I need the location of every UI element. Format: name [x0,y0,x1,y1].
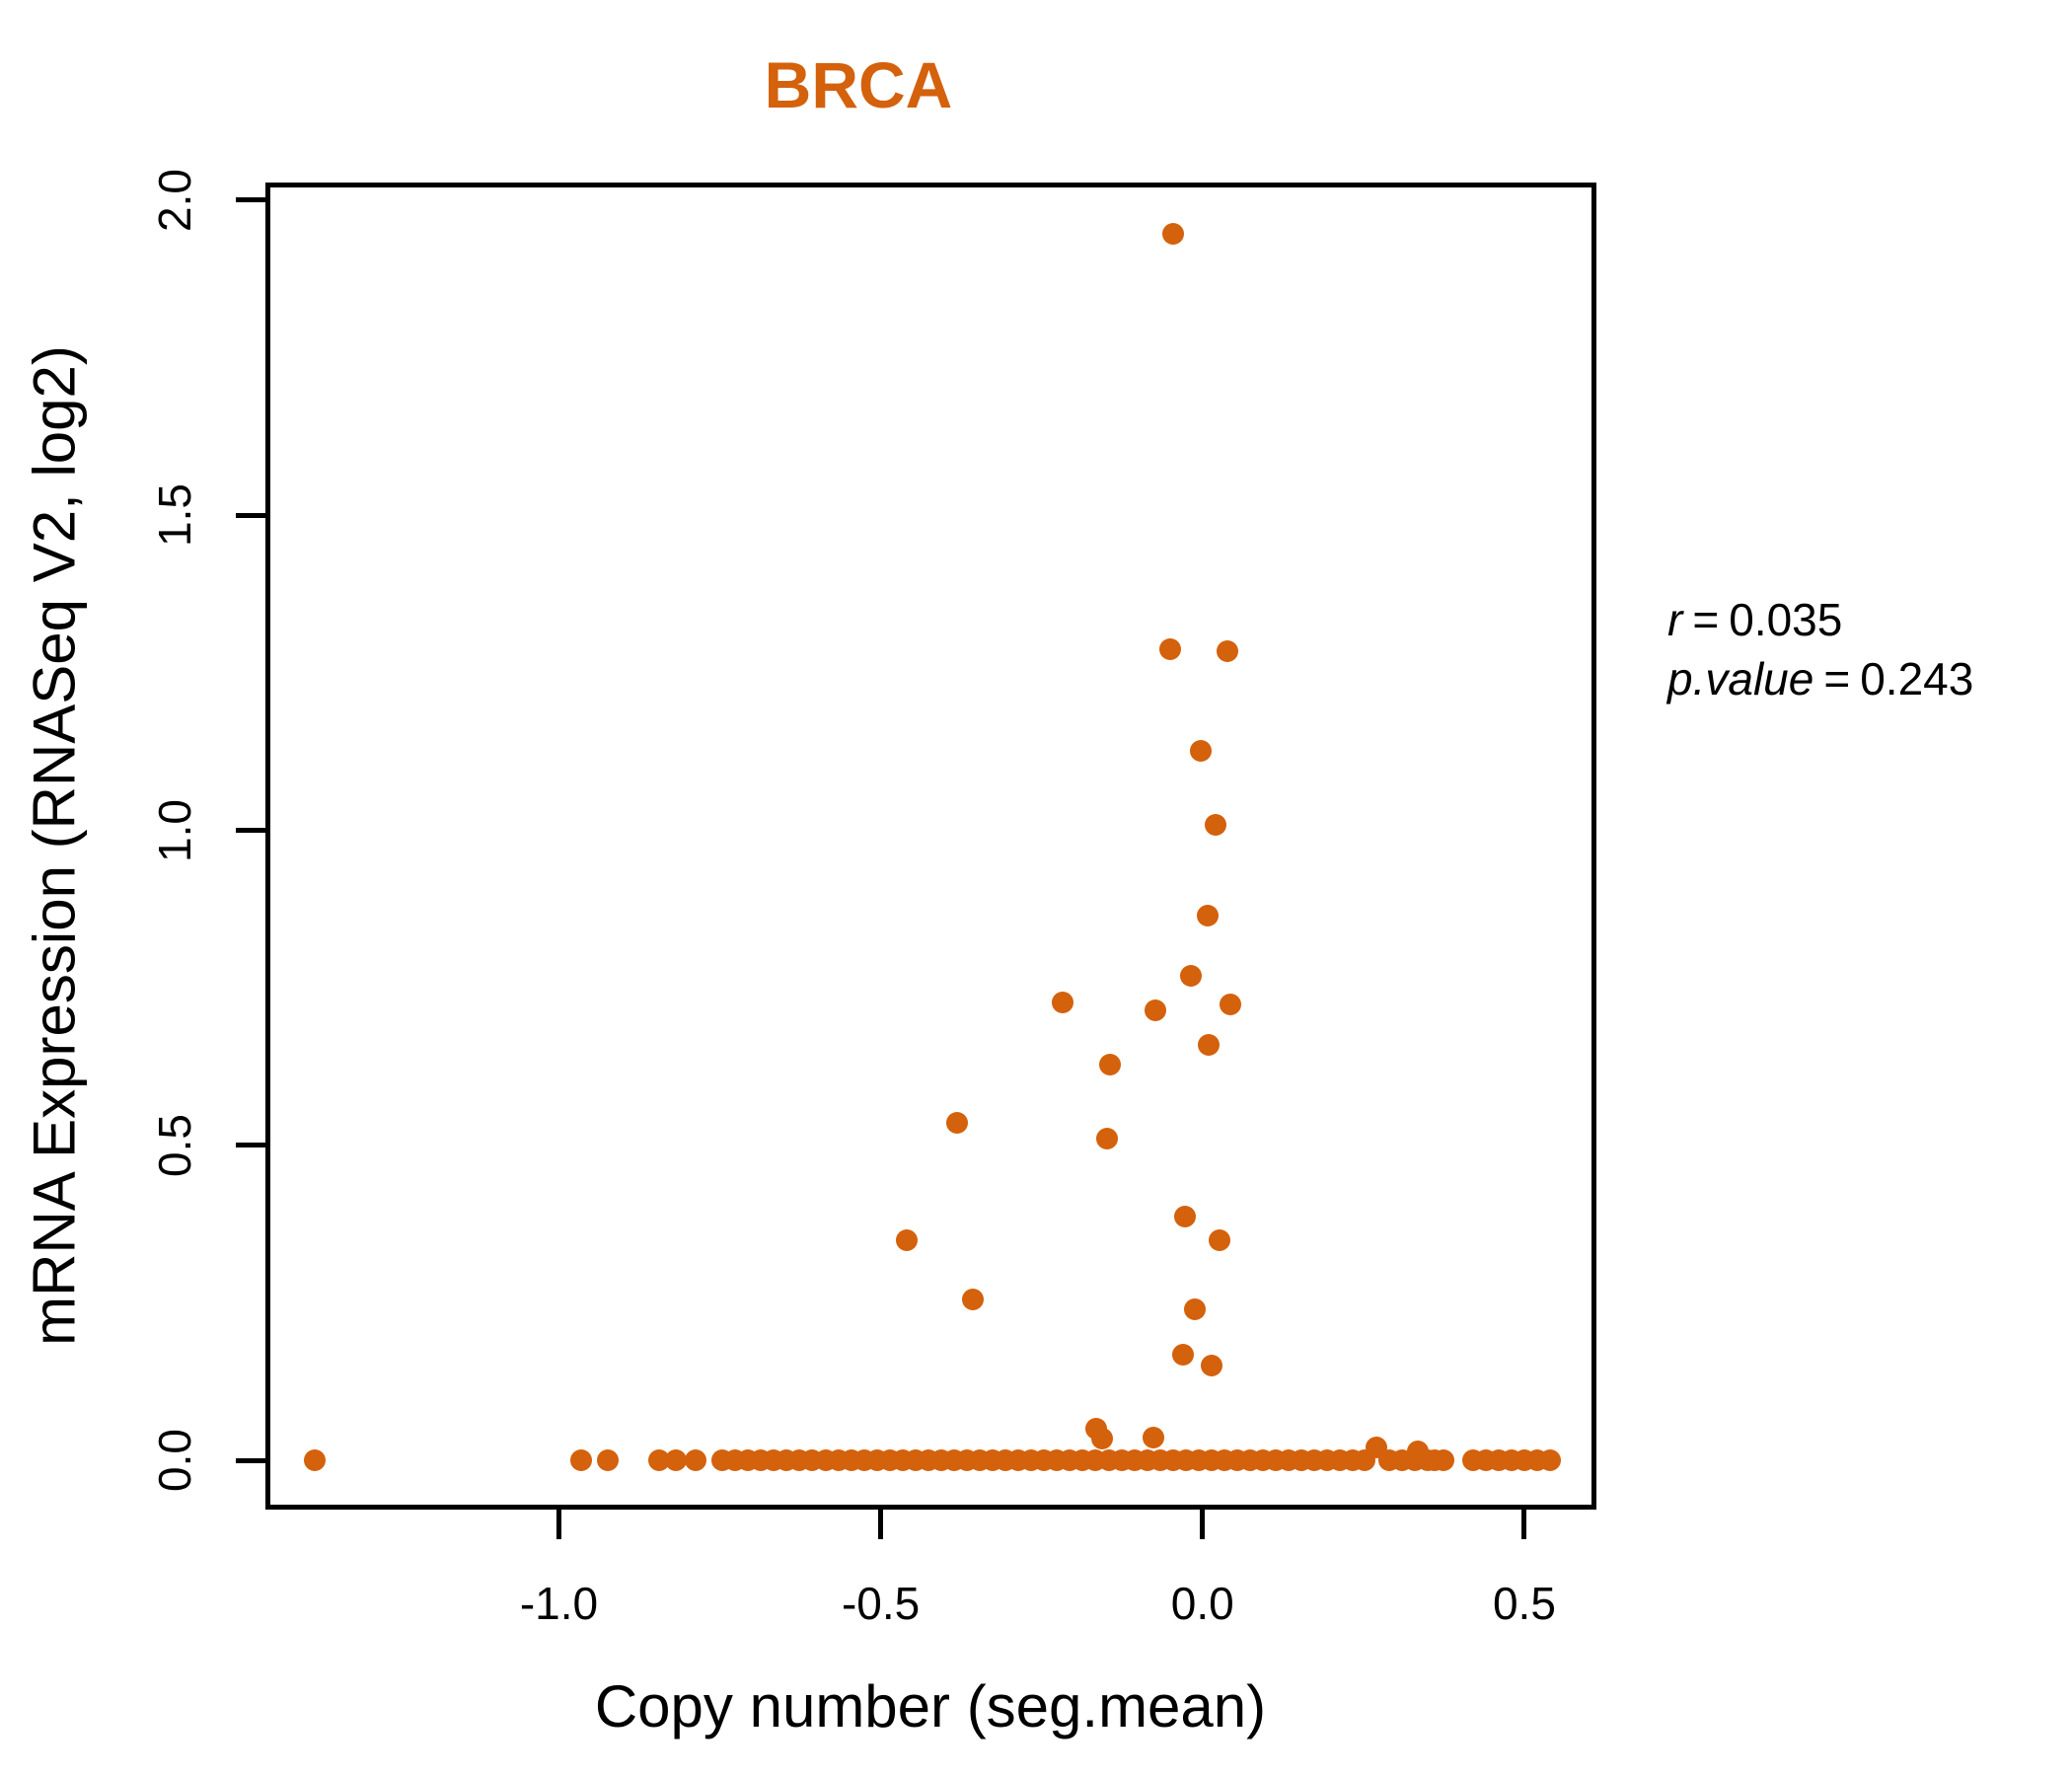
plot-area [265,183,1596,1510]
data-point [1173,1206,1196,1228]
data-point [1353,1449,1375,1472]
y-axis-tick [236,1457,265,1463]
data-point [1142,1426,1164,1448]
data-point [1159,638,1182,661]
x-axis-tick [878,1510,884,1539]
data-point [570,1449,593,1472]
data-point [1091,1428,1114,1450]
data-point [1433,1449,1455,1472]
data-point [1205,814,1227,837]
pvalue-equals: = [1823,653,1851,704]
x-axis-tick-label: -0.5 [841,1578,921,1629]
data-point [895,1229,918,1252]
y-axis-tick-label: 0.5 [149,1113,200,1177]
data-point [304,1449,327,1472]
y-axis-tick [236,828,265,834]
y-axis-tick-label: 1.5 [149,483,200,548]
r-line: r = 0.035 [1667,590,1973,649]
data-point [1196,905,1219,927]
data-point [1200,1355,1222,1377]
data-point [1171,1343,1194,1366]
x-axis-tick-label: 0.0 [1170,1578,1234,1629]
y-axis-tick-label: 2.0 [149,168,200,232]
data-point [665,1449,688,1472]
data-point [1539,1449,1562,1472]
chart-title: BRCA [764,48,953,121]
data-point [1180,965,1203,988]
x-axis-tick [555,1510,561,1539]
data-point [1190,740,1213,763]
y-axis-tick [236,1143,265,1148]
data-point [685,1449,707,1472]
data-point [597,1449,620,1472]
y-axis-tick [236,512,265,518]
data-point [647,1449,670,1472]
pvalue-label: p.value [1667,653,1814,704]
correlation-annotation: r = 0.035 p.value = 0.243 [1667,590,1973,708]
pvalue-line: p.value = 0.243 [1667,649,1973,708]
x-axis-tick-label: 0.5 [1492,1578,1556,1629]
data-point [1220,994,1242,1016]
data-point [1183,1297,1206,1320]
data-point [1161,222,1184,245]
y-axis-tick-label: 1.0 [149,798,200,862]
pvalue-value: 0.243 [1860,653,1974,704]
data-point [1052,991,1074,1013]
data-point [1208,1229,1230,1252]
x-axis-tick [1200,1510,1206,1539]
data-point [946,1111,969,1134]
y-axis-title: mRNA Expression (RNASeq V2, log2) [21,345,88,1346]
r-label: r [1667,594,1683,645]
data-point [1145,999,1167,1022]
r-equals: = [1692,594,1720,645]
y-axis-tick-label: 0.0 [149,1429,200,1493]
data-point [961,1289,984,1311]
data-point [1197,1034,1220,1057]
x-axis-tick [1521,1510,1527,1539]
x-axis-tick-label: -1.0 [519,1578,599,1629]
data-point [1216,640,1238,663]
data-point [1096,1128,1119,1150]
data-point [1099,1054,1122,1076]
x-axis-title: Copy number (seg.mean) [594,1673,1267,1739]
r-value: 0.035 [1729,594,1843,645]
y-axis-tick [236,197,265,203]
